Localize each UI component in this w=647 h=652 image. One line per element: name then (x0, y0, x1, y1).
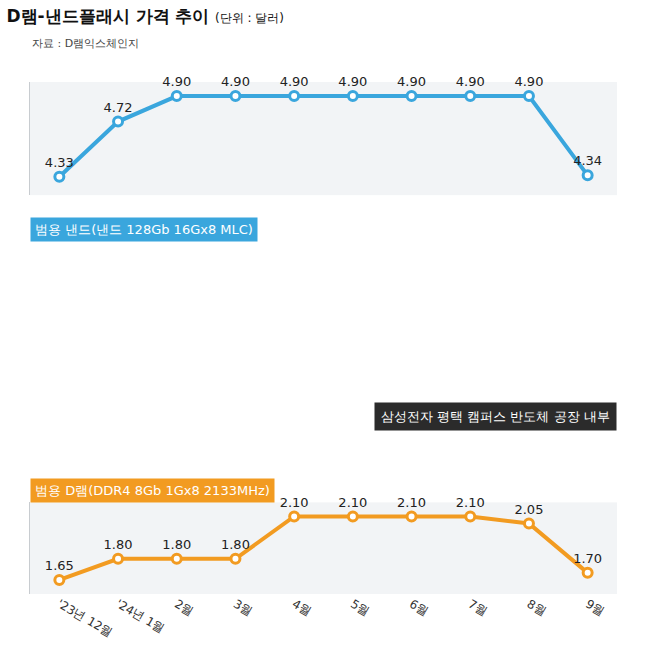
svg-text:4.90: 4.90 (221, 74, 250, 89)
svg-text:9월: 9월 (583, 597, 607, 619)
svg-text:1.80: 1.80 (162, 537, 191, 552)
svg-text:4.34: 4.34 (573, 153, 602, 168)
svg-text:'24년 1월: '24년 1월 (114, 597, 168, 636)
svg-text:D램-낸드플래시 가격 추이 (단위 : 달러): D램-낸드플래시 가격 추이 (단위 : 달러) (6, 6, 283, 26)
svg-text:'23년 12월: '23년 12월 (55, 597, 115, 640)
svg-text:1.65: 1.65 (45, 558, 74, 573)
svg-text:8월: 8월 (524, 597, 548, 619)
svg-text:2.10: 2.10 (338, 495, 367, 510)
svg-text:4.72: 4.72 (104, 100, 133, 115)
svg-text:4.90: 4.90 (338, 74, 367, 89)
svg-text:7월: 7월 (466, 597, 490, 619)
svg-text:5월: 5월 (348, 597, 372, 619)
svg-text:1.80: 1.80 (104, 537, 133, 552)
svg-text:범용 낸드(낸드 128Gb 16Gx8 MLC): 범용 낸드(낸드 128Gb 16Gx8 MLC) (35, 222, 253, 237)
svg-text:4.90: 4.90 (456, 74, 485, 89)
svg-text:4.90: 4.90 (397, 74, 426, 89)
svg-text:2월: 2월 (172, 597, 196, 619)
svg-text:2.10: 2.10 (397, 495, 426, 510)
svg-text:자료 : D램익스체인지: 자료 : D램익스체인지 (32, 37, 139, 50)
svg-text:삼성전자 평택 캠퍼스 반도체 공장 내부: 삼성전자 평택 캠퍼스 반도체 공장 내부 (381, 409, 610, 424)
svg-text:4.33: 4.33 (45, 155, 74, 170)
svg-text:4.90: 4.90 (280, 74, 309, 89)
svg-text:2.05: 2.05 (514, 502, 543, 517)
svg-text:3월: 3월 (231, 597, 255, 619)
svg-text:2.10: 2.10 (456, 495, 485, 510)
svg-text:6월: 6월 (407, 597, 431, 619)
svg-text:1.80: 1.80 (221, 537, 250, 552)
svg-text:범용 D램(DDR4 8Gb 1Gx8 2133MHz): 범용 D램(DDR4 8Gb 1Gx8 2133MHz) (35, 483, 270, 498)
svg-text:2.10: 2.10 (280, 495, 309, 510)
svg-text:4월: 4월 (290, 597, 314, 619)
svg-text:1.70: 1.70 (573, 551, 602, 566)
svg-text:4.90: 4.90 (162, 74, 191, 89)
svg-text:4.90: 4.90 (514, 74, 543, 89)
